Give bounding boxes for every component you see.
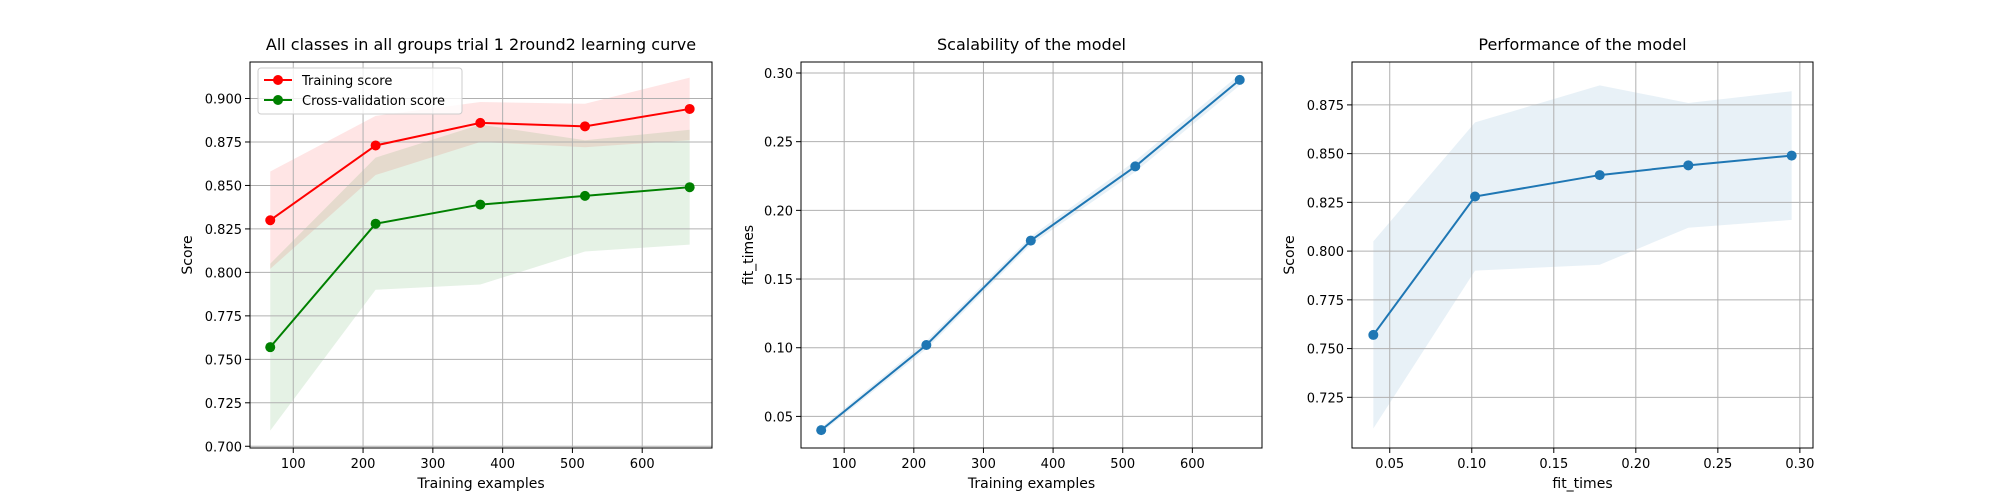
learning-curve-tick-label-y: 0.775 [205,310,242,325]
performance-point [1470,191,1481,202]
performance-tick-label-y: 0.850 [1307,148,1344,163]
learning-curve-point [475,199,486,210]
performance-frame [1351,61,1814,449]
scalability-tick-label-y: 0.30 [764,67,793,82]
scalability-tick-label-x: 600 [1180,457,1205,472]
scalability-tick-label-y: 0.15 [764,273,793,288]
learning-curve-tick-label-y: 0.725 [205,397,242,412]
learning-curve-frame [249,61,713,449]
performance-tick-label-x: 0.10 [1457,457,1486,472]
legend-box [257,67,463,115]
scalability-point [921,339,932,350]
scalability-plot-area [796,61,1263,453]
performance-tick-label-x: 0.15 [1539,457,1568,472]
performance-tick-label-x: 0.05 [1375,457,1404,472]
learning-curve-point [370,140,381,151]
scalability-tick-label-x: 100 [832,457,857,472]
learning-curve-plot-area [245,61,713,453]
performance-tick-label-y: 0.775 [1307,294,1344,309]
performance-tick-label-x: 0.25 [1703,457,1732,472]
learning-curve-xlabel: Training examples [416,476,544,492]
performance-plot-area [1347,61,1814,453]
learning-curve-point [684,182,695,193]
scalability-tick-label-x: 400 [1041,457,1066,472]
learning-curve-tick-label-x: 400 [490,457,515,472]
learning-curve-tick-label-x: 200 [351,457,376,472]
performance-xlabel: fit_times [1552,476,1612,492]
learning-curve-point [475,117,486,128]
scalability-point [1234,74,1245,85]
legend-marker-training [273,75,283,85]
performance-tick-label-x: 0.30 [1785,457,1814,472]
performance-point [1368,329,1379,340]
scalability-point [1025,235,1036,246]
scalability-point [1130,161,1141,172]
performance-tick-label-y: 0.875 [1307,99,1344,114]
learning-curve-tick-label-x: 600 [630,457,655,472]
scalability-point [816,425,827,436]
performance-point [1683,160,1694,171]
learning-curve-point [265,342,276,353]
scalability-tick-label-y: 0.05 [764,410,793,425]
performance-title: Performance of the model [1478,35,1686,54]
performance-tick-label-y: 0.800 [1307,245,1344,260]
scalability-panel: Scalability of the model Training exampl… [741,35,1263,492]
scalability-xlabel: Training examples [967,476,1095,492]
scalability-tick-label-y: 0.25 [764,136,793,151]
learning-curve-ylabel: Score [180,235,196,274]
scalability-title: Scalability of the model [937,35,1126,54]
learning-curve-tick-label-x: 500 [560,457,585,472]
learning-curve-point [684,103,695,114]
legend-label-cross-validation: Cross-validation score [302,94,445,109]
legend-label-training: Training score [301,74,392,89]
learning-curve-tick-label-y: 0.850 [205,179,242,194]
learning-curve-tick-label-y: 0.875 [205,136,242,151]
performance-panel: Performance of the model fit_times Score… [1282,35,1814,492]
learning-curve-title: All classes in all groups trial 1 2round… [266,35,696,54]
scalability-frame [800,61,1263,449]
learning-curve-tick-label-y: 0.900 [205,93,242,108]
performance-tick-label-y: 0.825 [1307,196,1344,211]
performance-point [1786,150,1797,161]
learning-curve-band-1 [270,124,690,431]
scalability-tick-label-x: 500 [1110,457,1135,472]
learning-curve-tick-label-y: 0.800 [205,266,242,281]
performance-tick-label-y: 0.750 [1307,343,1344,358]
performance-band-0 [1373,85,1792,429]
learning-curve-point [265,215,276,226]
performance-tick-label-x: 0.20 [1621,457,1650,472]
scalability-ylabel: fit_times [741,225,757,285]
scalability-tick-label-x: 300 [971,457,996,472]
learning-curve-panel: All classes in all groups trial 1 2round… [180,35,713,492]
learning-curve-tick-label-x: 100 [281,457,306,472]
scalability-tick-label-x: 200 [901,457,926,472]
scalability-tick-label-y: 0.20 [764,204,793,219]
learning-curve-point [579,121,590,132]
learning-curve-tick-label-y: 0.750 [205,353,242,368]
learning-curve-tick-label-x: 300 [420,457,445,472]
performance-point [1594,170,1605,181]
learning-curve-tick-label-y: 0.825 [205,223,242,238]
legend-marker-cross-validation [273,95,283,105]
learning-curve-tick-label-y: 0.700 [205,440,242,455]
legend: Training score Cross-validation score [257,67,463,115]
learning-curve-point [370,218,381,229]
scalability-tick-label-y: 0.10 [764,342,793,357]
performance-tick-label-y: 0.725 [1307,391,1344,406]
performance-ylabel: Score [1282,235,1298,274]
learning-curve-point [579,190,590,201]
